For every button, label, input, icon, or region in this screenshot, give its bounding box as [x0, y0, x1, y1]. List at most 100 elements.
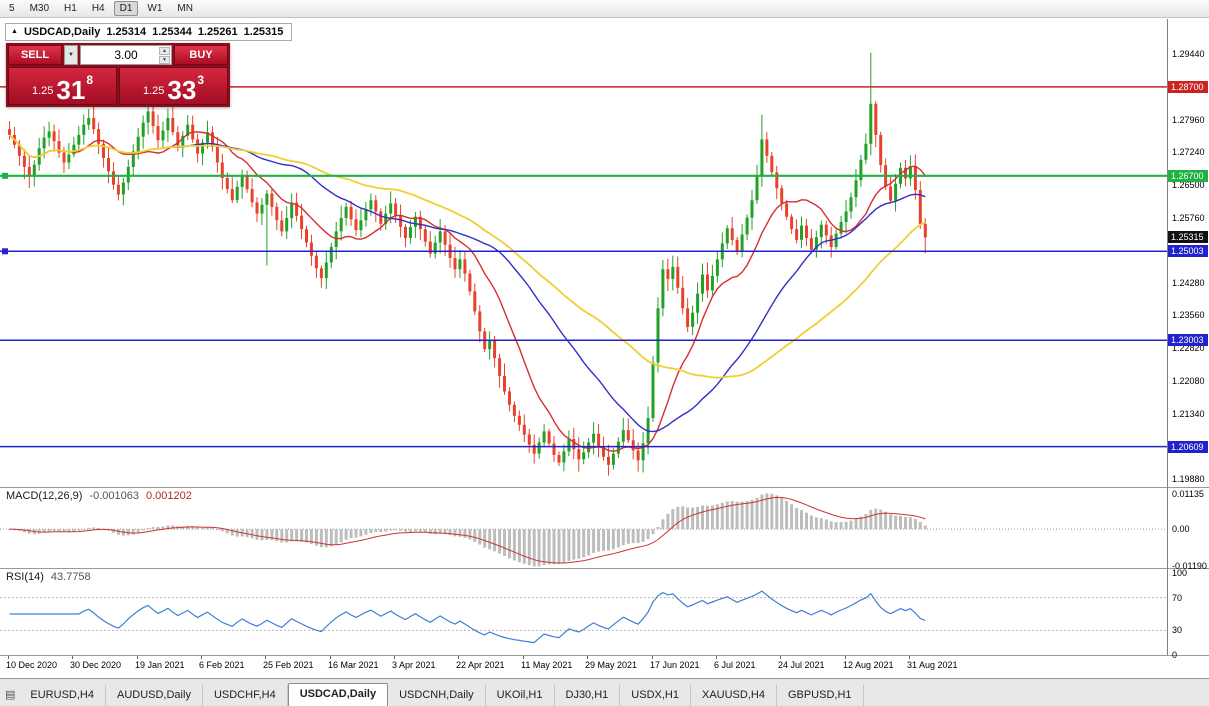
rsi-axis-label: 100 [1172, 568, 1188, 578]
date-axis-label: 12 Aug 2021 [843, 660, 894, 670]
date-axis-label: 31 Aug 2021 [907, 660, 958, 670]
timeframe-button-5[interactable]: 5 [9, 3, 15, 14]
chart-title-symbol: USDCAD,Daily [23, 26, 101, 38]
rsi-axis-label: 0 [1172, 650, 1178, 660]
tab-xauusd-h4[interactable]: XAUUSD,H4 [691, 685, 777, 706]
timeframe-button-m30[interactable]: M30 [29, 3, 50, 14]
price-axis-label: 1.26500 [1172, 180, 1205, 190]
date-axis-label: 3 Apr 2021 [392, 660, 436, 670]
tab-gbpusd-h1[interactable]: GBPUSD,H1 [777, 685, 864, 706]
price-axis-badge: 1.25315 [1168, 231, 1208, 243]
volume-value: 3.00 [114, 48, 138, 62]
timeframe-button-mn[interactable]: MN [177, 3, 193, 14]
tab-dj30-h1[interactable]: DJ30,H1 [555, 685, 621, 706]
sell-button[interactable]: SELL [8, 45, 62, 65]
date-axis-label: 11 May 2021 [521, 660, 573, 670]
price-axis-label: 1.22820 [1172, 343, 1205, 353]
date-axis-label: 16 Mar 2021 [328, 660, 379, 670]
date-axis-label: 25 Feb 2021 [263, 660, 314, 670]
rsi-name: RSI(14) [6, 571, 44, 583]
timeframe-button-w1[interactable]: W1 [147, 3, 163, 14]
date-axis-tick [201, 656, 202, 659]
date-axis-tick [137, 656, 138, 659]
sell-price-button[interactable]: 1.25 31 8 [8, 67, 117, 105]
date-axis-label: 17 Jun 2021 [650, 660, 700, 670]
macd-axis-label: -0.01190 [1172, 561, 1207, 571]
ohlc-low: 1.25261 [197, 26, 238, 38]
macd-name: MACD(12,26,9) [6, 490, 83, 502]
tab-usdchf-h4[interactable]: USDCHF,H4 [203, 685, 288, 706]
tab-usdx-h1[interactable]: USDX,H1 [620, 685, 691, 706]
date-axis-tick [780, 656, 781, 659]
volume-decrease-button[interactable]: ▼ [159, 56, 170, 64]
price-axis-label: 1.24280 [1172, 278, 1205, 288]
macd-indicator-label: MACD(12,26,9) -0.001063 0.001202 [6, 490, 192, 502]
price-axis-badge: 1.20609 [1168, 441, 1208, 453]
date-axis-tick [330, 656, 331, 659]
price-axis-badge: 1.26700 [1168, 170, 1208, 182]
date-axis-tick [652, 656, 653, 659]
date-axis-label: 6 Jul 2021 [714, 660, 756, 670]
one-click-trading-panel: SELL ▼ 3.00 ▲ ▼ BUY 1.25 31 8 1.25 33 [6, 43, 230, 107]
price-axis-label: 1.19880 [1172, 474, 1205, 484]
timeframe-toolbar: 5 M30 H1 H4 D1 W1 MN [0, 0, 1209, 18]
price-axis-badge: 1.23003 [1168, 334, 1208, 346]
price-axis-badge: 1.25003 [1168, 245, 1208, 257]
volume-steppers: ▲ ▼ [159, 47, 170, 64]
rsi-axis-label: 70 [1172, 593, 1183, 603]
tab-eurusd-h4[interactable]: EURUSD,H4 [19, 685, 106, 706]
sell-price-pips: 31 [56, 75, 86, 105]
date-axis-label: 30 Dec 2020 [70, 660, 122, 670]
macd-axis-label: 0.00 [1172, 524, 1190, 534]
date-axis-label: 24 Jul 2021 [778, 660, 825, 670]
price-axis-label: 1.27240 [1172, 147, 1205, 157]
ohlc-open: 1.25314 [106, 26, 147, 38]
date-axis-label: 6 Feb 2021 [199, 660, 245, 670]
ohlc-close: 1.25315 [243, 26, 284, 38]
price-axis-label: 1.25760 [1172, 213, 1205, 223]
trade-panel-controls: SELL ▼ 3.00 ▲ ▼ BUY [8, 45, 228, 65]
buy-price-button[interactable]: 1.25 33 3 [119, 67, 228, 105]
date-axis-label: 19 Jan 2021 [135, 660, 185, 670]
sell-price-prefix: 1.25 [31, 85, 54, 97]
buy-price-prefix: 1.25 [142, 85, 165, 97]
price-axis-label: 1.23560 [1172, 310, 1205, 320]
price-axis-label: 1.27960 [1172, 115, 1205, 125]
volume-increase-button[interactable]: ▲ [159, 47, 170, 55]
date-axis-tick [394, 656, 395, 659]
chevron-down-icon: ▼ [68, 52, 74, 58]
timeframe-button-d1[interactable]: D1 [113, 1, 139, 16]
chart-title: ▲ USDCAD,Daily 1.25314 1.25344 1.25261 1… [5, 23, 293, 41]
trade-panel-prices: 1.25 31 8 1.25 33 3 [8, 67, 228, 105]
date-axis-tick [72, 656, 73, 659]
timeframe-button-h4[interactable]: H4 [91, 3, 105, 14]
date-axis-tick [716, 656, 717, 659]
sell-price-point: 8 [86, 73, 94, 87]
buy-button[interactable]: BUY [174, 45, 228, 65]
tab-ukoil-h1[interactable]: UKOil,H1 [486, 685, 555, 706]
price-axis-badge: 1.28700 [1168, 81, 1208, 93]
date-axis-label: 29 May 2021 [585, 660, 638, 670]
tab-audusd-daily[interactable]: AUDUSD,Daily [106, 685, 203, 706]
chart-marker-icon: ▲ [11, 28, 18, 35]
volume-dropdown-button[interactable]: ▼ [64, 45, 78, 65]
buy-price-point: 3 [197, 73, 205, 87]
date-axis-label: 22 Apr 2021 [456, 660, 505, 670]
tab-usdcad-daily[interactable]: USDCAD,Daily [287, 683, 389, 706]
rsi-axis-label: 30 [1172, 625, 1183, 635]
charts-list-icon[interactable]: ▤ [5, 689, 16, 701]
price-axis-label: 1.29440 [1172, 49, 1205, 59]
date-axis-tick [458, 656, 459, 659]
price-axis-label: 1.21340 [1172, 409, 1205, 419]
date-axis-tick [265, 656, 266, 659]
tab-usdcnh-daily[interactable]: USDCNH,Daily [388, 685, 486, 706]
buy-price-pips: 33 [167, 75, 197, 105]
date-axis-tick [587, 656, 588, 659]
timeframe-button-h1[interactable]: H1 [64, 3, 77, 14]
macd-axis-label: 0.01135 [1172, 489, 1204, 499]
date-axis-tick [8, 656, 9, 659]
date-axis-tick [845, 656, 846, 659]
volume-input[interactable]: 3.00 ▲ ▼ [80, 45, 172, 65]
